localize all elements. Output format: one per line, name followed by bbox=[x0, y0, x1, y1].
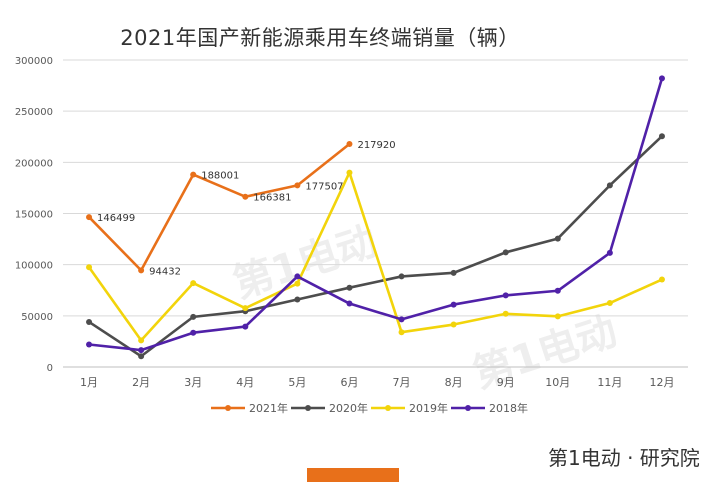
legend-label: 2020年 bbox=[329, 401, 368, 415]
y-tick-label: 50000 bbox=[21, 312, 53, 323]
y-tick-label: 0 bbox=[47, 363, 53, 374]
data-point bbox=[450, 321, 457, 328]
data-point bbox=[658, 133, 665, 140]
x-tick-label: 5月 bbox=[288, 376, 306, 389]
brand-logo: 第1电动 · 研究院 bbox=[548, 442, 700, 471]
data-point bbox=[658, 75, 665, 82]
data-point bbox=[502, 310, 509, 317]
brand-text: 第1电动 · 研究院 bbox=[548, 446, 700, 470]
data-point bbox=[138, 267, 145, 274]
plot-area: 0 50000 100000 150000 200000 250000 300000 1月 2月… bbox=[15, 56, 688, 415]
data-label: 146499 bbox=[97, 213, 135, 224]
data-point bbox=[86, 214, 93, 221]
data-point bbox=[294, 182, 301, 189]
data-point bbox=[502, 249, 509, 256]
data-point bbox=[606, 182, 613, 189]
x-tick-label: 11月 bbox=[597, 376, 622, 389]
data-point bbox=[86, 341, 93, 348]
data-point bbox=[398, 316, 405, 323]
legend-label: 2018年 bbox=[489, 401, 528, 415]
data-point bbox=[554, 313, 561, 320]
data-point bbox=[294, 296, 301, 303]
series-line bbox=[88, 78, 664, 352]
data-point bbox=[346, 140, 353, 147]
x-tick-label: 12月 bbox=[649, 376, 674, 389]
data-point bbox=[346, 169, 353, 176]
y-tick-label: 300000 bbox=[15, 56, 53, 67]
series-line bbox=[88, 142, 351, 272]
data-point bbox=[346, 300, 353, 307]
y-tick-label: 150000 bbox=[15, 210, 53, 221]
x-tick-label: 7月 bbox=[393, 376, 411, 389]
data-point bbox=[554, 235, 561, 242]
series-line bbox=[88, 135, 663, 358]
data-point bbox=[398, 329, 405, 336]
y-tick-label: 100000 bbox=[15, 261, 53, 272]
data-point bbox=[450, 269, 457, 276]
data-point bbox=[242, 193, 249, 200]
data-label: 188001 bbox=[201, 171, 239, 182]
x-tick-label: 6月 bbox=[340, 376, 358, 389]
data-point bbox=[554, 287, 561, 294]
data-point bbox=[294, 273, 301, 280]
data-point bbox=[606, 249, 613, 256]
data-label: 94432 bbox=[149, 266, 181, 277]
data-point bbox=[398, 273, 405, 280]
legend-label: 2021年 bbox=[249, 401, 288, 415]
data-point bbox=[138, 337, 145, 344]
data-point bbox=[242, 305, 249, 312]
data-point bbox=[606, 300, 613, 307]
legend-marker bbox=[385, 405, 391, 411]
data-point bbox=[86, 318, 93, 325]
x-tick-label: 2月 bbox=[132, 376, 150, 389]
x-tick-label: 10月 bbox=[545, 376, 570, 389]
data-point bbox=[190, 313, 197, 320]
data-point bbox=[502, 292, 509, 299]
legend-marker bbox=[225, 405, 231, 411]
data-label: 166381 bbox=[253, 193, 291, 204]
data-point bbox=[86, 264, 93, 271]
data-point bbox=[138, 347, 145, 354]
data-point bbox=[190, 280, 197, 287]
data-point bbox=[294, 280, 301, 287]
data-point bbox=[346, 284, 353, 291]
series-line bbox=[87, 171, 663, 342]
data-point bbox=[658, 276, 665, 283]
chart-title: 2021年国产新能源乘用车终端销量（辆） bbox=[120, 26, 520, 50]
x-tick-label: 9月 bbox=[497, 376, 515, 389]
data-point bbox=[190, 171, 197, 178]
data-label: 217920 bbox=[357, 140, 395, 151]
x-tick-label: 4月 bbox=[236, 376, 254, 389]
data-point bbox=[138, 353, 145, 360]
y-tick-label: 250000 bbox=[15, 107, 53, 118]
data-label: 177507 bbox=[305, 181, 343, 192]
x-tick-label: 3月 bbox=[184, 376, 202, 389]
legend-label: 2019年 bbox=[409, 401, 448, 415]
data-point bbox=[242, 323, 249, 330]
x-tick-label: 1月 bbox=[80, 376, 98, 389]
legend-marker bbox=[465, 405, 471, 411]
x-tick-label: 8月 bbox=[445, 376, 463, 389]
legend-marker bbox=[305, 405, 311, 411]
y-tick-label: 200000 bbox=[15, 158, 53, 169]
bottom-accent-bar bbox=[307, 468, 399, 482]
data-point bbox=[450, 301, 457, 308]
data-point bbox=[190, 329, 197, 336]
